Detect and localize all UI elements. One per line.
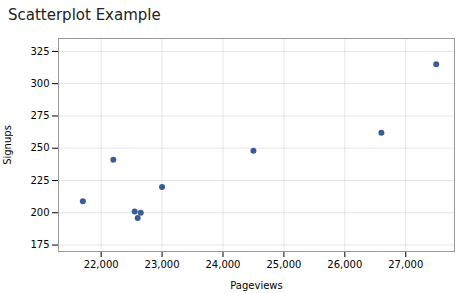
svg-text:175: 175 bbox=[30, 239, 49, 250]
svg-text:22,000: 22,000 bbox=[84, 259, 119, 270]
svg-text:200: 200 bbox=[30, 207, 49, 218]
svg-text:26,000: 26,000 bbox=[327, 259, 362, 270]
svg-text:225: 225 bbox=[30, 175, 49, 186]
svg-text:250: 250 bbox=[30, 142, 49, 153]
svg-text:Pageviews: Pageviews bbox=[230, 280, 282, 291]
svg-text:325: 325 bbox=[30, 46, 49, 57]
html-text:Scatterplot Example: Scatterplot Example bbox=[8, 6, 161, 24]
svg-text:23,000: 23,000 bbox=[145, 259, 180, 270]
svg-text:300: 300 bbox=[30, 78, 49, 89]
svg-text:24,000: 24,000 bbox=[205, 259, 240, 270]
svg-text:275: 275 bbox=[30, 110, 49, 121]
svg-text:25,000: 25,000 bbox=[266, 259, 301, 270]
svg-text:27,000: 27,000 bbox=[388, 259, 423, 270]
svg-text:Signups: Signups bbox=[2, 125, 13, 165]
